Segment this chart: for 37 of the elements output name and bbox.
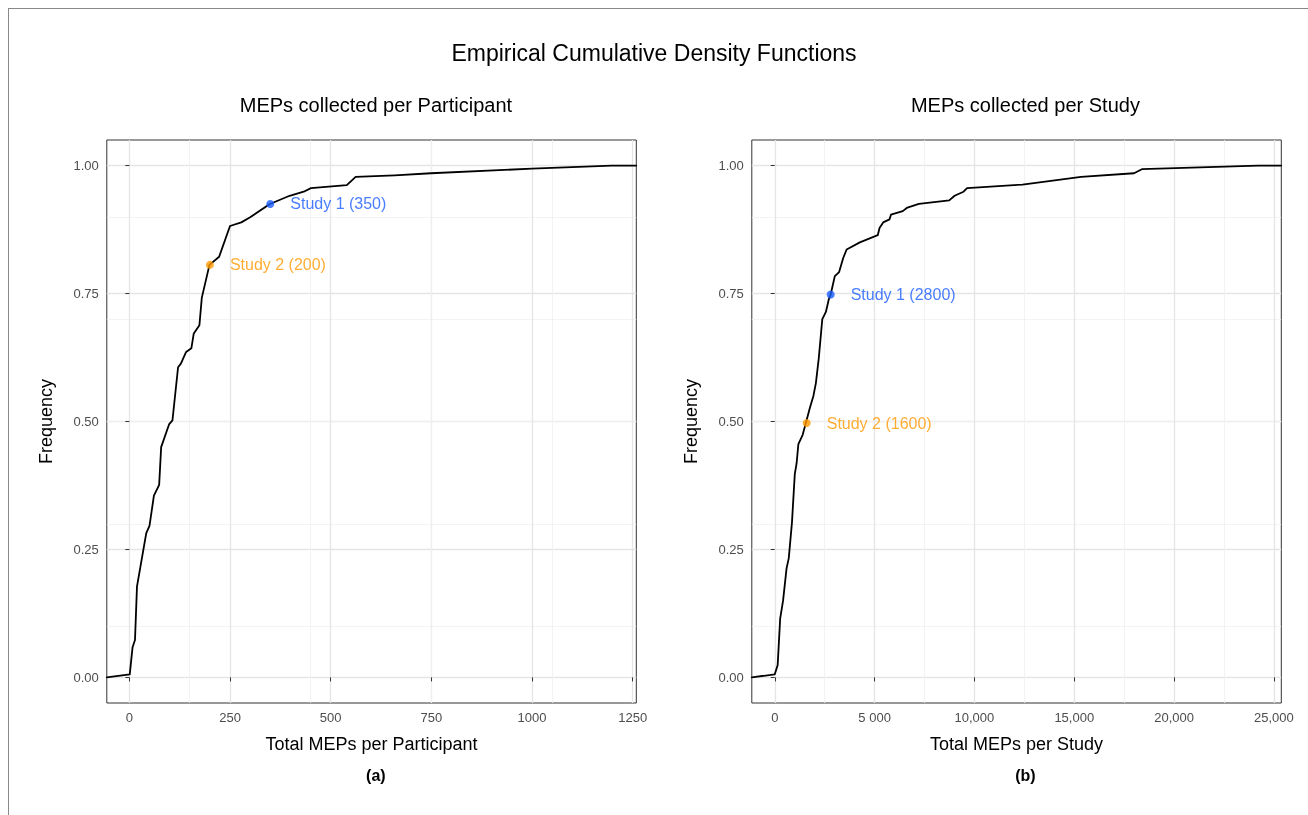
x-tick-label: 1250 [618, 710, 648, 725]
y-axis-title: Frequency [680, 378, 701, 465]
chart-subtitle: MEPs collected per Participant [239, 94, 513, 116]
y-tick-label: 0.75 [73, 286, 99, 302]
series-label: Study 1 (350) [290, 195, 387, 213]
y-tick-label: 0.50 [718, 414, 744, 429]
y-tick-label: 0.00 [73, 669, 99, 685]
x-tick-label: 5 000 [858, 710, 891, 725]
x-tick-label: 750 [420, 710, 443, 725]
x-tick-label: 25,000 [1254, 710, 1294, 725]
x-axis-title: Total MEPs per Study [930, 734, 1104, 754]
series-label: Study 2 (1600) [826, 414, 932, 432]
x-axis-title: Total MEPs per Participant [265, 734, 478, 754]
chart-title: Empirical Cumulative Density Functions [450, 40, 858, 67]
y-tick-label: 1.00 [73, 158, 99, 174]
series-label: Study 1 (2800) [850, 286, 956, 304]
x-tick-label: 250 [219, 710, 241, 725]
x-tick-label: 500 [319, 710, 342, 725]
text: (a) [366, 766, 386, 784]
text: (b) [1015, 766, 1036, 784]
x-tick-label: 20,000 [1154, 710, 1194, 725]
x-tick-label: 15,000 [1054, 710, 1095, 725]
y-tick-label: 0.50 [73, 414, 99, 429]
chart-subtitle: MEPs collected per Study [910, 94, 1140, 116]
line-series [750, 164, 1283, 679]
y-tick-label: 0.25 [73, 541, 99, 557]
y-tick-label: 0.00 [718, 669, 744, 685]
y-axis-title: Frequency [35, 378, 56, 465]
x-tick-label: 1000 [517, 710, 547, 725]
y-tick-label: 1.00 [718, 158, 744, 174]
x-tick-label: 0 [125, 710, 133, 725]
y-tick-label: 0.25 [718, 541, 744, 557]
x-tick-label: 10,000 [954, 710, 995, 725]
y-tick-label: 0.75 [718, 286, 744, 302]
line-series [105, 164, 638, 679]
series-label: Study 2 (200) [229, 256, 326, 274]
x-tick-label: 0 [771, 710, 779, 725]
